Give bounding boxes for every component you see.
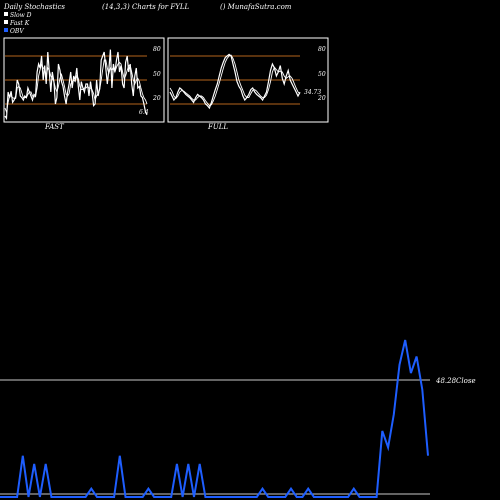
full-panel-frame — [167, 37, 329, 123]
legend: Slow D Fast K OBV — [4, 12, 32, 35]
full-panel-title: FULL — [207, 123, 228, 131]
fast-tick-label-20: 20 — [152, 95, 161, 102]
header-left: Daily Stochastics — [3, 3, 65, 11]
obv-series-line — [0, 339, 429, 498]
fast-tick-label-80: 80 — [153, 46, 161, 53]
obv-series-group — [0, 339, 429, 498]
full-last-value-label: 34.73 — [304, 89, 321, 96]
header-right: () MunafaSutra.com — [220, 3, 292, 11]
legend-label-obv: OBV — [10, 28, 24, 35]
fast-panel-frame — [3, 37, 165, 123]
full-tick-label-80: 80 — [318, 46, 326, 53]
close-reference-suffix: Close — [456, 377, 476, 385]
fast-tick-label-50: 50 — [153, 71, 161, 78]
fast-series-group — [4, 49, 148, 121]
header-center: (14,3,3) Charts for FYLL — [102, 3, 189, 11]
full-series-group — [169, 53, 301, 110]
fast-stochastic-panel: 80 50 20 6.4 FAST — [3, 37, 165, 131]
legend-swatch-obv — [4, 28, 8, 32]
full-tick-label-50: 50 — [318, 71, 326, 78]
obv-panel: 48.28Close — [0, 339, 476, 498]
legend-label-fast-k: Fast K — [9, 20, 30, 27]
close-reference-value: 48.28 — [435, 377, 457, 385]
full-level-lines — [170, 55, 300, 105]
legend-label-slow-d: Slow D — [10, 12, 32, 19]
legend-swatch-slow-d — [4, 12, 8, 16]
legend-swatch-fast-k — [4, 20, 8, 24]
close-reference-label: 48.28Close — [435, 377, 476, 385]
fast-series-line-0 — [4, 49, 148, 121]
fast-panel-title: FAST — [44, 123, 65, 131]
full-series-line-1 — [169, 54, 301, 107]
fast-series-line-1 — [4, 59, 148, 114]
full-tick-label-20: 20 — [317, 95, 326, 102]
fast-last-value-label: 6.4 — [139, 109, 149, 116]
full-stochastic-panel: 80 50 20 34.73 FULL — [167, 37, 329, 131]
